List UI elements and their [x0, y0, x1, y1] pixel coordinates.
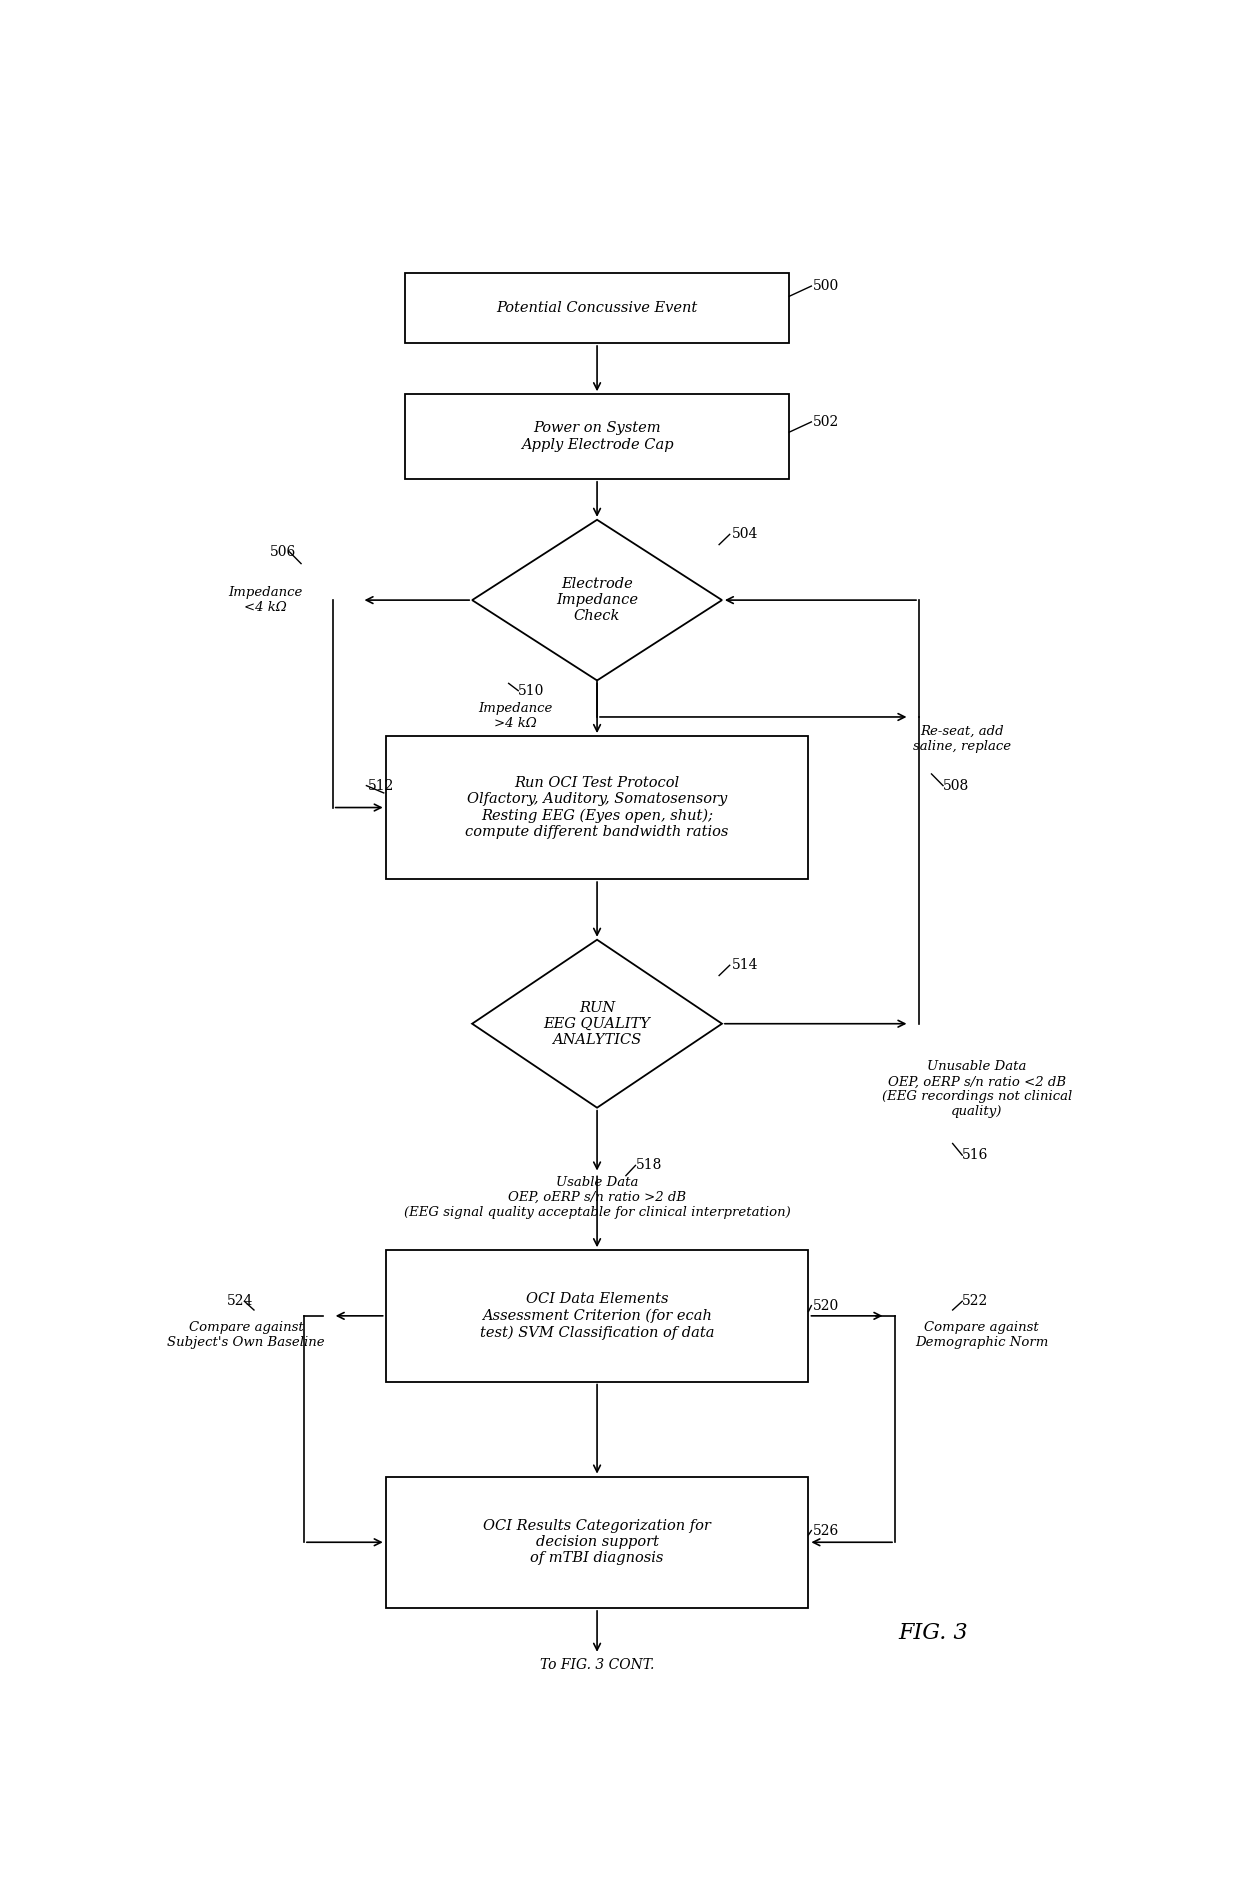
- Text: Electrode
Impedance
Check: Electrode Impedance Check: [556, 577, 639, 624]
- Text: 512: 512: [368, 778, 394, 793]
- Text: 506: 506: [270, 544, 296, 560]
- Text: Unusable Data
OEP, oERP s/n ratio <2 dB
(EEG recordings not clinical
quality): Unusable Data OEP, oERP s/n ratio <2 dB …: [882, 1060, 1071, 1119]
- Text: 508: 508: [942, 778, 970, 793]
- Text: OCI Results Categorization for
decision support
of mTBI diagnosis: OCI Results Categorization for decision …: [484, 1519, 711, 1565]
- Text: 526: 526: [813, 1523, 839, 1538]
- Text: Usable Data
OEP, oERP s/n ratio >2 dB
(EEG signal quality acceptable for clinica: Usable Data OEP, oERP s/n ratio >2 dB (E…: [404, 1176, 790, 1220]
- Text: Power on System
Apply Electrode Cap: Power on System Apply Electrode Cap: [521, 421, 673, 451]
- Text: 500: 500: [813, 279, 839, 292]
- Text: Impedance
>4 kΩ: Impedance >4 kΩ: [479, 702, 553, 730]
- FancyBboxPatch shape: [404, 273, 789, 343]
- Text: Run OCI Test Protocol
Olfactory, Auditory, Somatosensory
Resting EEG (Eyes open,: Run OCI Test Protocol Olfactory, Auditor…: [465, 776, 729, 838]
- Text: 520: 520: [813, 1299, 839, 1313]
- Text: 510: 510: [518, 683, 544, 698]
- Text: FIG. 3: FIG. 3: [899, 1622, 968, 1645]
- FancyBboxPatch shape: [404, 395, 789, 478]
- Text: 518: 518: [635, 1159, 662, 1172]
- FancyBboxPatch shape: [386, 1250, 808, 1381]
- Text: Potential Concussive Event: Potential Concussive Event: [496, 302, 698, 315]
- Text: OCI Data Elements
Assessment Criterion (for ecah
test) SVM Classification of dat: OCI Data Elements Assessment Criterion (…: [480, 1292, 714, 1339]
- Text: Compare against
Subject's Own Baseline: Compare against Subject's Own Baseline: [167, 1320, 325, 1349]
- Text: RUN
EEG QUALITY
ANALYTICS: RUN EEG QUALITY ANALYTICS: [543, 1000, 651, 1047]
- FancyBboxPatch shape: [386, 736, 808, 878]
- Text: 522: 522: [962, 1294, 988, 1309]
- Text: Compare against
Demographic Norm: Compare against Demographic Norm: [915, 1320, 1048, 1349]
- Polygon shape: [472, 939, 722, 1108]
- Text: Re-seat, add
saline, replace: Re-seat, add saline, replace: [913, 725, 1012, 753]
- Text: 504: 504: [732, 527, 758, 541]
- Text: 514: 514: [732, 958, 758, 973]
- Text: 516: 516: [962, 1148, 988, 1163]
- Text: Impedance
<4 kΩ: Impedance <4 kΩ: [228, 586, 303, 615]
- Polygon shape: [472, 520, 722, 681]
- Text: To FIG. 3 CONT.: To FIG. 3 CONT.: [539, 1658, 655, 1671]
- Text: 502: 502: [813, 415, 839, 429]
- FancyBboxPatch shape: [386, 1476, 808, 1609]
- Text: 524: 524: [227, 1294, 253, 1309]
